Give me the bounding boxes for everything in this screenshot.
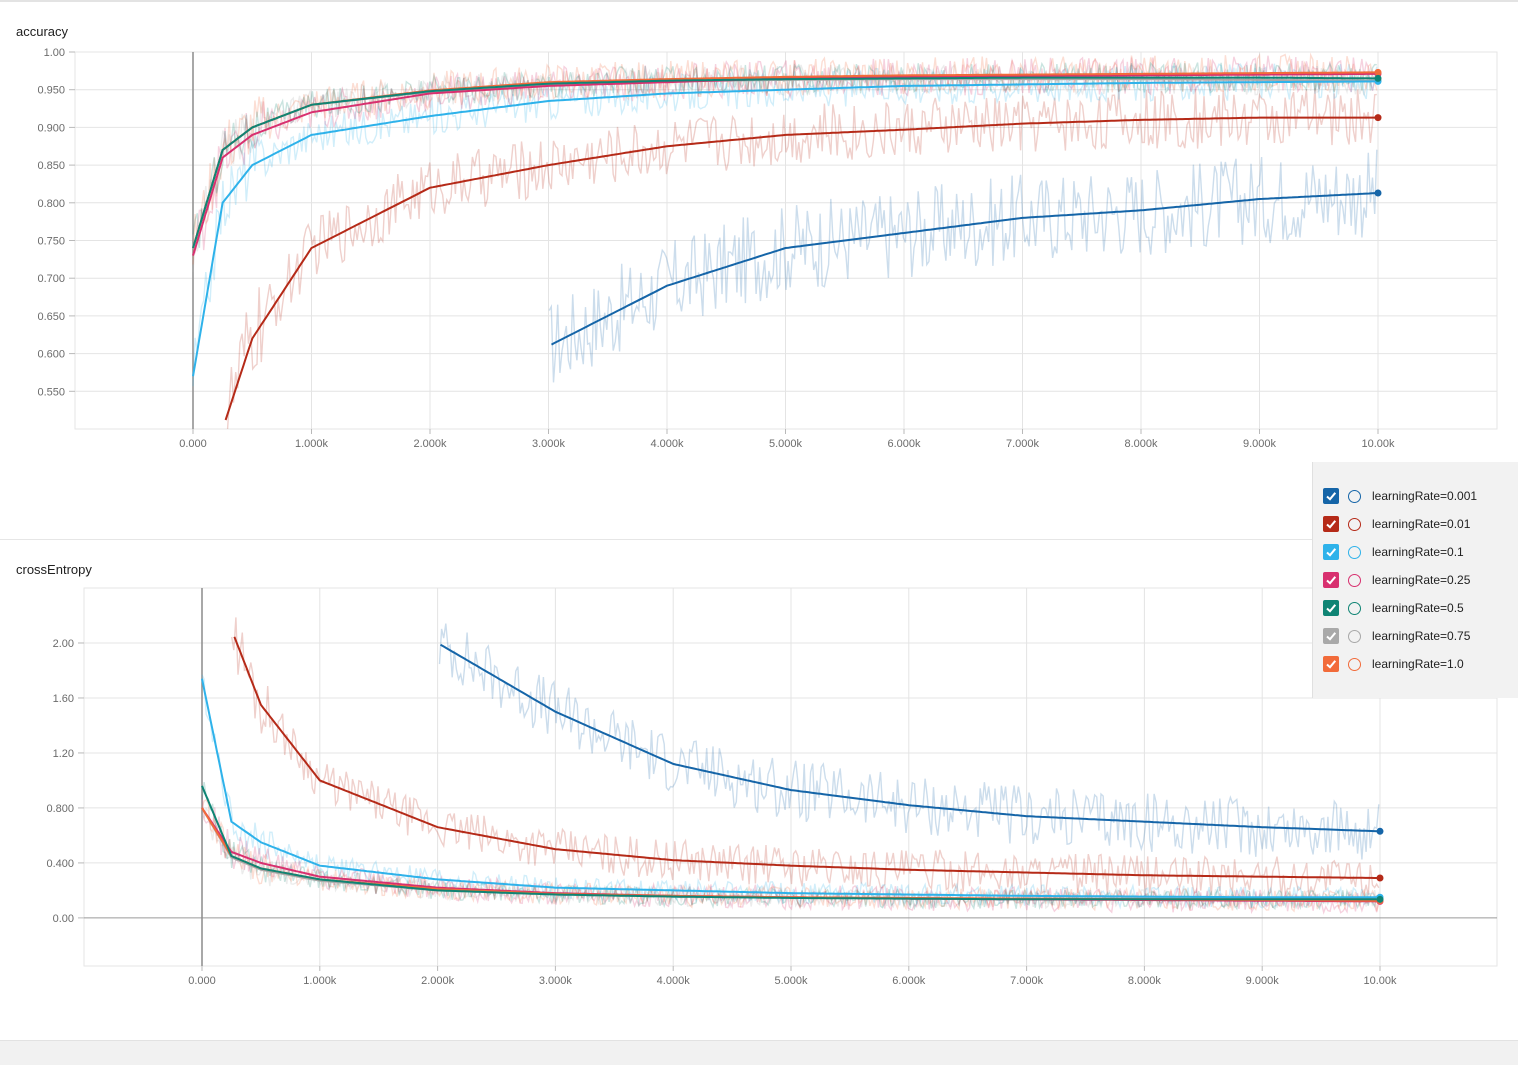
checkbox-icon[interactable] (1323, 516, 1339, 532)
checkbox-icon[interactable] (1323, 600, 1339, 616)
raw-trace (231, 617, 1380, 898)
x-tick-label: 10.00k (1361, 438, 1395, 450)
crossentropy-card: crossEntropy 0.000 1.000k 2.000k 3.000k 4.00… (0, 540, 1518, 1040)
radio-icon[interactable] (1348, 573, 1361, 587)
series-end-point (1376, 827, 1384, 835)
y-tick-label: 0.950 (37, 85, 65, 97)
legend-item[interactable]: learningRate=0.1 (1313, 538, 1518, 566)
radio-icon[interactable] (1348, 545, 1361, 559)
legend-label: learningRate=0.5 (1372, 601, 1464, 615)
accuracy-chart[interactable]: 0.000 1.000k 2.000k 3.000k 4.000k 5.000k 6.000… (0, 2, 1518, 472)
y-tick-label: 0.600 (37, 349, 65, 361)
x-tick-label: 5.000k (769, 438, 803, 450)
y-tick-label: 0.550 (37, 386, 65, 398)
radio-icon[interactable] (1348, 489, 1361, 503)
y-tick-label: 1.00 (44, 47, 65, 59)
x-tick-label: 3.000k (532, 438, 566, 450)
series-end-point (1374, 74, 1382, 82)
radio-icon[interactable] (1348, 629, 1361, 643)
crossentropy-chart-title: crossEntropy (16, 562, 92, 577)
x-tick-label: 8.000k (1128, 975, 1162, 987)
y-tick-label: 2.00 (53, 638, 74, 650)
series-line (233, 636, 1380, 879)
series-layer (192, 52, 1379, 429)
y-tick-label: 0.650 (37, 311, 65, 323)
y-tick-label: 0.800 (46, 803, 74, 815)
x-tick-label: 2.000k (413, 438, 447, 450)
x-tick-label: 0.000 (179, 438, 207, 450)
x-tick-label: 2.000k (421, 975, 455, 987)
series-end-point (1374, 114, 1382, 122)
series-layer (201, 617, 1381, 915)
y-tick-label: 0.00 (53, 913, 74, 925)
x-tick-label: 10.00k (1363, 975, 1397, 987)
legend-item[interactable]: learningRate=0.75 (1313, 622, 1518, 650)
x-tick-label: 4.000k (650, 438, 684, 450)
raw-trace (548, 149, 1378, 383)
legend-label: learningRate=0.1 (1372, 545, 1464, 559)
y-tick-label: 0.700 (37, 273, 65, 285)
x-tick-label: 9.000k (1243, 438, 1277, 450)
legend-item[interactable]: learningRate=0.001 (1313, 482, 1518, 510)
x-tick-label: 9.000k (1246, 975, 1280, 987)
accuracy-card: accuracy 0.000 1.000k 2.000k 3.000k 4.000k 5.… (0, 0, 1518, 505)
legend-label: learningRate=0.01 (1372, 517, 1471, 531)
x-tick-label: 1.000k (295, 438, 329, 450)
x-tick-label: 6.000k (892, 975, 926, 987)
series-end-point (1374, 189, 1382, 197)
x-tick-label: 0.000 (188, 975, 216, 987)
legend-item[interactable]: learningRate=0.5 (1313, 594, 1518, 622)
y-tick-label: 0.900 (37, 122, 65, 134)
x-tick-label: 3.000k (539, 975, 573, 987)
x-tick-label: 7.000k (1006, 438, 1040, 450)
raw-trace (225, 87, 1377, 429)
y-tick-label: 1.60 (53, 693, 74, 705)
checkbox-icon[interactable] (1323, 488, 1339, 504)
series-line (224, 116, 1378, 421)
series-line (201, 678, 1380, 899)
radio-icon[interactable] (1348, 601, 1361, 615)
y-tick-label: 0.850 (37, 160, 65, 172)
legend-label: learningRate=0.75 (1372, 629, 1471, 643)
checkbox-icon[interactable] (1323, 656, 1339, 672)
series-line (192, 76, 1378, 249)
checkbox-icon[interactable] (1323, 572, 1339, 588)
x-tick-label: 8.000k (1124, 438, 1158, 450)
legend-label: learningRate=0.001 (1372, 489, 1478, 503)
radio-icon[interactable] (1348, 517, 1361, 531)
series-line (551, 192, 1379, 346)
y-tick-label: 1.20 (53, 748, 74, 760)
series-line (192, 80, 1378, 377)
series-end-point (1376, 895, 1384, 903)
legend-item[interactable]: learningRate=1.0 (1313, 650, 1518, 678)
series-line (440, 643, 1381, 833)
x-tick-label: 6.000k (887, 438, 921, 450)
legend-label: learningRate=0.25 (1372, 573, 1471, 587)
x-tick-label: 5.000k (774, 975, 808, 987)
checkbox-icon[interactable] (1323, 544, 1339, 560)
x-tick-label: 1.000k (303, 975, 337, 987)
y-tick-label: 0.800 (37, 198, 65, 210)
run-legend: learningRate=0.001 learningRate=0.01 learn… (1312, 462, 1518, 698)
legend-item[interactable]: learningRate=0.01 (1313, 510, 1518, 538)
x-tick-label: 4.000k (657, 975, 691, 987)
series-end-point (1374, 68, 1382, 76)
series-end-point (1376, 874, 1384, 882)
legend-item[interactable]: learningRate=0.25 (1313, 566, 1518, 594)
checkbox-icon[interactable] (1323, 628, 1339, 644)
radio-icon[interactable] (1348, 657, 1361, 671)
y-tick-label: 0.750 (37, 236, 65, 248)
accuracy-chart-title: accuracy (16, 24, 69, 39)
footer-strip (0, 1040, 1518, 1065)
y-tick-label: 0.400 (46, 858, 74, 870)
x-tick-label: 7.000k (1010, 975, 1044, 987)
legend-label: learningRate=1.0 (1372, 657, 1464, 671)
series-line (201, 785, 1380, 901)
card-separator (0, 503, 1518, 540)
crossentropy-chart[interactable]: 0.000 1.000k 2.000k 3.000k 4.000k 5.000k 6.000… (0, 540, 1518, 1000)
